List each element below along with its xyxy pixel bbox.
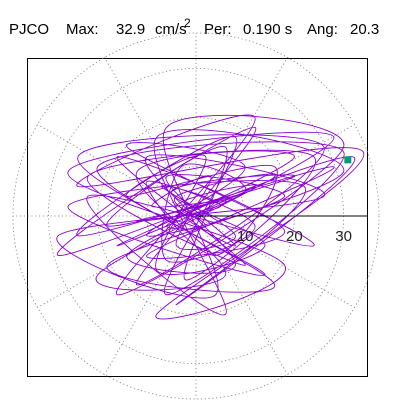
period-label: Per:: [204, 21, 232, 38]
angle-label: Ang:: [307, 21, 338, 38]
angle-value: 20.3: [350, 21, 379, 38]
station-code: PJCO: [9, 21, 49, 38]
tick-label-10: 10: [237, 228, 254, 245]
grid-spoke-6: [37, 124, 197, 217]
tick-label-20: 20: [286, 228, 303, 245]
max-unit: cm/s: [155, 21, 187, 38]
grid-spoke-11: [195, 215, 288, 375]
acceleration-trace: [56, 114, 364, 320]
trace-group: [56, 114, 364, 320]
max-point-marker: [344, 156, 352, 164]
grid-spoke-9: [104, 215, 197, 375]
tick-label-30: 30: [335, 228, 352, 245]
max-value: 32.9: [116, 21, 145, 38]
plot-frame: [27, 58, 368, 377]
grid-circle-4: [12, 32, 380, 400]
grid-spoke-12: [195, 215, 355, 308]
plot-header: PJCO Max: 32.9 cm/s 2 Per: 0.190 s Ang: …: [9, 16, 379, 38]
max-marker-group: [344, 156, 352, 164]
max-label: Max:: [66, 21, 99, 38]
period-value: 0.190 s: [243, 21, 292, 38]
radial-tick-labels: 10 20 30: [237, 228, 352, 245]
max-unit-exponent: 2: [184, 16, 191, 30]
